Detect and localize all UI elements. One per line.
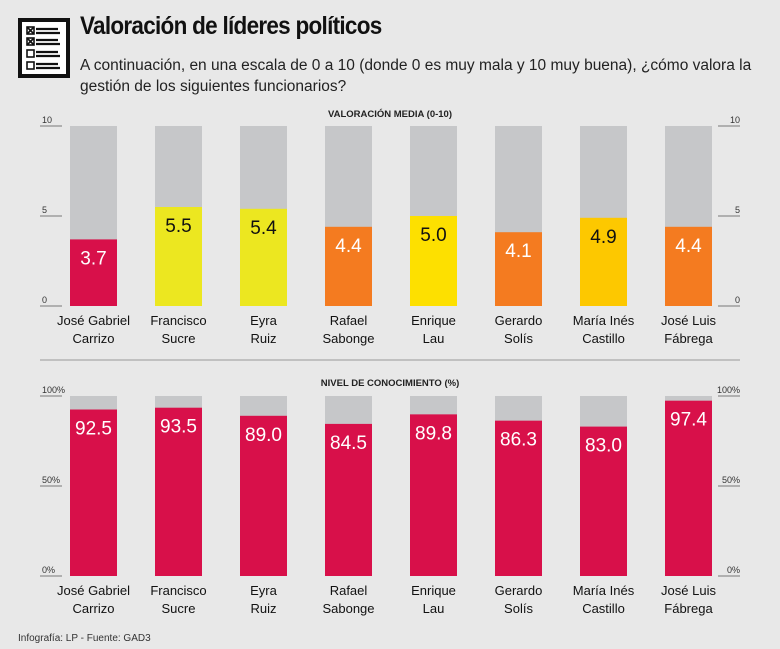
category-label: Sucre [162, 601, 196, 616]
data-label: 4.9 [590, 227, 616, 248]
data-label: 93.5 [160, 417, 197, 438]
category-label: Fábrega [664, 601, 713, 616]
bar [325, 423, 372, 576]
category-label: María Inés [573, 583, 635, 598]
category-label: Lau [423, 331, 445, 346]
y-tick-label: 100% [717, 385, 740, 395]
chart-title: NIVEL DE CONOCIMIENTO (%) [321, 378, 459, 389]
y-tick-label: 0% [727, 565, 740, 575]
bar [410, 414, 457, 576]
category-label: Ruiz [250, 331, 276, 346]
data-label: 89.0 [245, 425, 282, 446]
y-tick-label: 0 [735, 295, 740, 305]
bar [325, 226, 372, 306]
y-tick-label: 50% [722, 475, 740, 485]
checklist-icon [18, 18, 70, 78]
bar [70, 409, 117, 576]
data-label: 4.1 [505, 241, 531, 262]
y-tick-label: 5 [735, 205, 740, 215]
category-label: Lau [423, 601, 445, 616]
y-tick-label: 10 [730, 115, 740, 125]
data-label: 5.0 [420, 225, 446, 246]
category-label: Sabonge [322, 331, 374, 346]
category-label: José Luis [661, 583, 716, 598]
bar [495, 232, 542, 306]
data-label: 92.5 [75, 419, 112, 440]
category-label: Enrique [411, 583, 456, 598]
category-label: Ruiz [250, 601, 276, 616]
category-label: Francisco [150, 583, 206, 598]
y-tick-label: 50% [42, 475, 60, 485]
data-label: 86.3 [500, 430, 537, 451]
category-label: Castillo [582, 331, 625, 346]
y-tick-label: 100% [42, 385, 65, 395]
bar [580, 217, 627, 306]
category-label: Francisco [150, 313, 206, 328]
data-label: 4.4 [675, 236, 702, 257]
data-label: 5.5 [165, 216, 191, 237]
data-label: 83.0 [585, 436, 622, 457]
category-label: Eyra [250, 583, 278, 598]
category-label: Fábrega [664, 331, 713, 346]
y-tick-label: 0 [42, 295, 47, 305]
bar [495, 420, 542, 576]
page-subtitle: A continuación, en una escala de 0 a 10 … [80, 57, 752, 95]
y-tick-label: 10 [42, 115, 52, 125]
data-label: 89.8 [415, 423, 452, 444]
y-tick-label: 5 [42, 205, 47, 215]
category-label: José Gabriel [57, 583, 130, 598]
category-label: Carrizo [73, 331, 115, 346]
category-label: José Gabriel [57, 313, 130, 328]
bar [155, 207, 202, 306]
category-label: Sucre [162, 331, 196, 346]
bar [240, 208, 287, 306]
data-label: 5.4 [250, 218, 277, 239]
data-label: 4.4 [335, 236, 362, 257]
bar [665, 226, 712, 306]
data-label: 84.5 [330, 433, 367, 454]
category-label: María Inés [573, 313, 635, 328]
data-label: 3.7 [80, 248, 106, 269]
bar [580, 426, 627, 576]
category-label: Castillo [582, 601, 625, 616]
category-label: Sabonge [322, 601, 374, 616]
category-label: Solís [504, 331, 533, 346]
category-label: Solís [504, 601, 533, 616]
data-label: 97.4 [670, 410, 707, 431]
category-label: Eyra [250, 313, 278, 328]
category-label: José Luis [661, 313, 716, 328]
bar [240, 415, 287, 576]
bar [70, 239, 117, 306]
chart-title: VALORACIÓN MEDIA (0-10) [328, 108, 452, 120]
y-tick-label: 0% [42, 565, 55, 575]
page-title: Valoración de líderes políticos [80, 12, 382, 40]
category-label: Carrizo [73, 601, 115, 616]
category-label: Rafael [330, 313, 368, 328]
bar [410, 216, 457, 306]
category-label: Gerardo [495, 313, 543, 328]
category-label: Rafael [330, 583, 368, 598]
bar [155, 407, 202, 576]
category-label: Enrique [411, 313, 456, 328]
bar [665, 400, 712, 576]
source-credit: Infografía: LP - Fuente: GAD3 [18, 633, 151, 644]
category-label: Gerardo [495, 583, 543, 598]
